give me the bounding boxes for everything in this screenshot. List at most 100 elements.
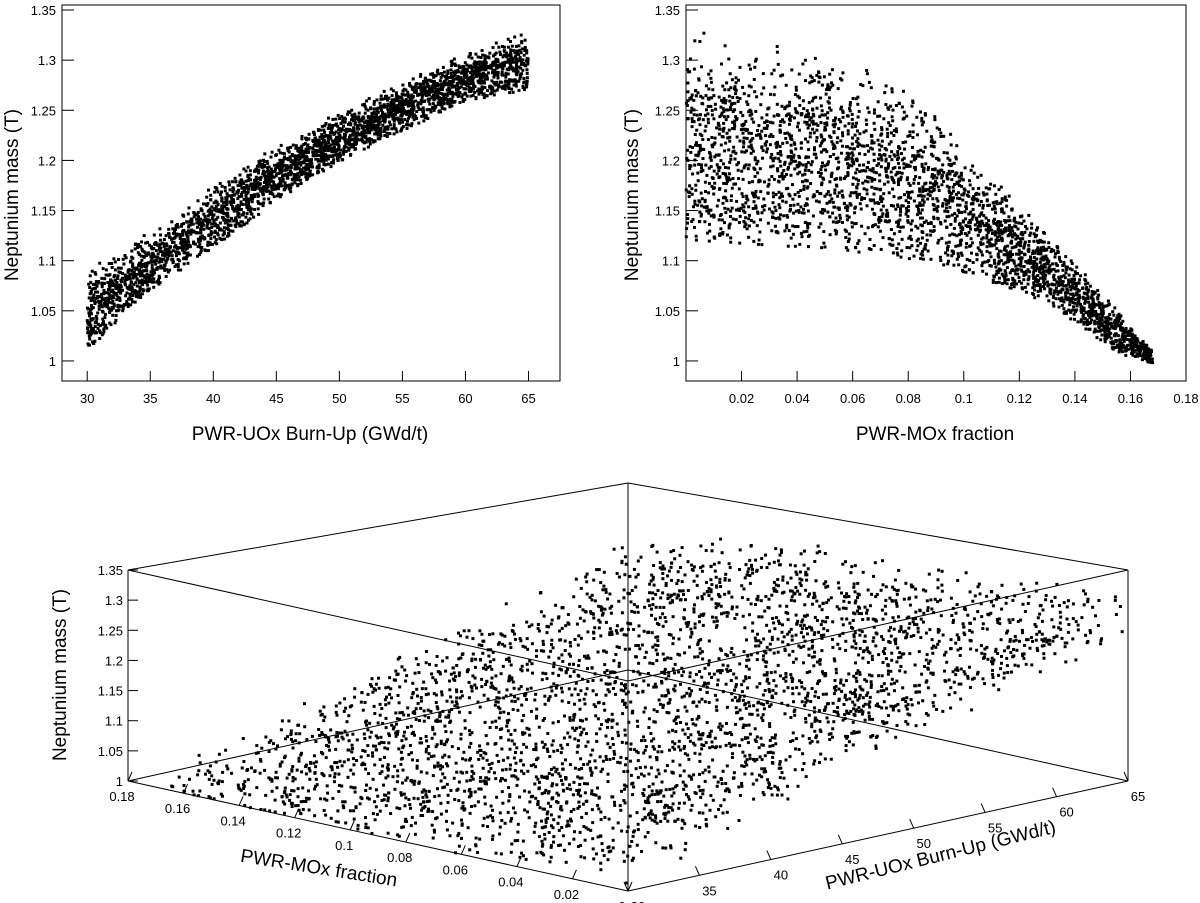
data-point <box>408 104 411 108</box>
data-point <box>451 80 455 84</box>
data-point <box>886 106 890 110</box>
data-point <box>447 76 451 79</box>
data-point <box>979 173 983 177</box>
data-point <box>354 117 358 121</box>
data-point <box>959 251 963 255</box>
data-point <box>890 175 894 179</box>
data-point <box>970 241 974 245</box>
data-point <box>207 234 211 237</box>
data-point <box>499 53 502 56</box>
data-point <box>701 157 705 160</box>
data-point <box>416 93 420 97</box>
data-point <box>979 241 983 245</box>
data-point <box>695 141 698 145</box>
data-point <box>723 88 727 92</box>
data-point <box>171 249 175 253</box>
data-point <box>107 262 111 266</box>
data-point <box>1068 267 1072 271</box>
data-point <box>690 117 694 121</box>
data-point <box>443 107 447 111</box>
data-point <box>297 175 301 179</box>
data-point <box>810 160 814 164</box>
data-point <box>152 233 156 237</box>
data-point <box>1060 296 1064 300</box>
data-point <box>978 230 982 234</box>
p1-x-axis-title: PWR-UOx Burn-Up (GWd/t) <box>192 424 428 445</box>
data-point <box>355 134 359 138</box>
data-point <box>866 144 869 148</box>
data-point <box>322 169 326 173</box>
data-point <box>825 123 829 127</box>
data-point <box>406 90 410 94</box>
data-point <box>750 147 754 151</box>
data-point <box>420 87 424 91</box>
data-point <box>121 276 124 280</box>
data-point <box>810 170 814 174</box>
data-point <box>319 159 323 163</box>
data-point <box>387 96 391 100</box>
data-point <box>180 238 184 242</box>
data-point <box>98 337 102 340</box>
data-point <box>218 181 222 185</box>
data-point <box>411 77 415 81</box>
data-point <box>1130 350 1134 353</box>
data-point <box>717 218 721 222</box>
data-point <box>686 148 690 152</box>
data-point <box>1016 272 1020 276</box>
data-point <box>1012 261 1016 265</box>
data-point <box>1064 294 1068 298</box>
data-point <box>777 179 781 183</box>
data-point <box>261 191 265 195</box>
data-point <box>269 167 273 171</box>
data-point <box>368 142 372 146</box>
data-point <box>279 178 282 182</box>
data-point <box>272 195 276 199</box>
data-point <box>728 139 732 143</box>
data-point <box>387 115 391 119</box>
data-point <box>94 280 98 284</box>
data-point <box>804 137 807 141</box>
data-point <box>263 160 267 163</box>
data-point <box>379 134 383 138</box>
data-point <box>510 67 514 71</box>
data-point <box>115 281 119 285</box>
data-point <box>1078 278 1082 282</box>
data-point <box>769 165 773 169</box>
data-point <box>97 304 101 308</box>
data-point <box>281 177 285 181</box>
data-point <box>119 279 123 282</box>
data-point <box>498 65 502 69</box>
data-point <box>378 116 382 120</box>
data-point <box>362 102 366 106</box>
data-point <box>305 163 309 167</box>
data-point <box>381 123 385 127</box>
data-point <box>245 221 249 225</box>
data-point <box>924 162 928 166</box>
data-point <box>926 197 930 201</box>
data-point <box>1002 262 1006 266</box>
data-point <box>1052 273 1056 277</box>
data-point <box>1084 298 1088 302</box>
data-point <box>872 152 876 156</box>
data-point <box>846 171 850 175</box>
data-point <box>352 130 356 134</box>
data-point <box>739 206 743 210</box>
data-point <box>880 126 884 130</box>
data-point <box>722 195 726 199</box>
data-point <box>776 169 780 173</box>
data-point <box>700 134 704 138</box>
data-point <box>135 277 139 281</box>
data-point <box>158 238 162 242</box>
data-point <box>960 210 964 214</box>
data-point <box>401 83 405 87</box>
data-point <box>687 195 691 199</box>
data-point <box>408 115 411 118</box>
data-point <box>100 285 104 289</box>
data-point <box>305 149 309 153</box>
data-point <box>88 323 91 326</box>
data-point <box>92 286 96 290</box>
data-point <box>364 140 368 144</box>
data-point <box>402 111 406 115</box>
data-point <box>847 152 851 156</box>
data-point <box>751 149 755 153</box>
